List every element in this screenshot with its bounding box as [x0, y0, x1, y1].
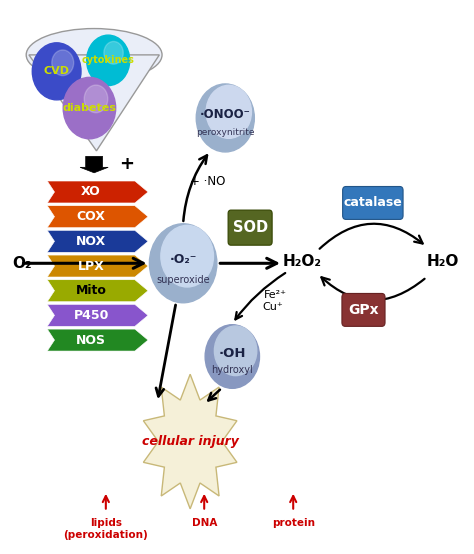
Ellipse shape	[26, 29, 162, 81]
Text: Mito: Mito	[76, 284, 107, 297]
Circle shape	[52, 50, 73, 75]
Text: Cu⁺: Cu⁺	[263, 302, 283, 312]
Polygon shape	[47, 255, 148, 277]
FancyBboxPatch shape	[343, 187, 403, 219]
Text: Fe²⁺: Fe²⁺	[264, 290, 287, 300]
Circle shape	[206, 85, 251, 138]
FancyBboxPatch shape	[228, 210, 272, 245]
Text: ·OH: ·OH	[219, 347, 246, 360]
Circle shape	[63, 78, 116, 139]
Circle shape	[84, 85, 108, 112]
Text: hydroxyl: hydroxyl	[211, 365, 253, 375]
Polygon shape	[80, 156, 108, 173]
Text: cytokines: cytokines	[82, 55, 135, 65]
Text: XO: XO	[81, 186, 101, 198]
Circle shape	[214, 326, 257, 376]
Text: NOS: NOS	[76, 334, 106, 347]
Text: superoxide: superoxide	[156, 275, 210, 285]
Circle shape	[205, 325, 259, 388]
Polygon shape	[143, 375, 237, 509]
Text: H₂O: H₂O	[427, 254, 459, 269]
Text: H₂O₂: H₂O₂	[283, 254, 322, 269]
Polygon shape	[47, 304, 148, 326]
Text: diabetes: diabetes	[63, 103, 117, 113]
Text: peroxynitrite: peroxynitrite	[196, 128, 255, 137]
Text: +: +	[119, 155, 135, 173]
Text: DNA: DNA	[191, 519, 217, 529]
FancyBboxPatch shape	[342, 294, 385, 326]
Text: SOD: SOD	[233, 220, 268, 235]
Text: GPx: GPx	[348, 303, 379, 317]
Text: NOX: NOX	[76, 235, 106, 248]
Polygon shape	[47, 230, 148, 252]
Circle shape	[196, 84, 255, 152]
Text: O₂: O₂	[12, 256, 32, 271]
Text: P450: P450	[73, 309, 109, 322]
Circle shape	[32, 43, 81, 100]
Text: lipids
(peroxidation): lipids (peroxidation)	[64, 519, 148, 540]
Text: CVD: CVD	[44, 66, 70, 76]
Polygon shape	[47, 206, 148, 228]
Text: protein: protein	[272, 519, 315, 529]
Circle shape	[104, 42, 123, 64]
Polygon shape	[47, 181, 148, 203]
Text: ·O₂⁻: ·O₂⁻	[169, 253, 197, 266]
Text: LPX: LPX	[78, 259, 104, 273]
Text: ·ONOO⁻: ·ONOO⁻	[200, 108, 251, 121]
Text: cellular injury: cellular injury	[142, 435, 238, 448]
Polygon shape	[29, 55, 159, 151]
Circle shape	[87, 35, 130, 85]
Circle shape	[161, 225, 213, 287]
Text: COX: COX	[77, 210, 106, 223]
Text: + ·NO: + ·NO	[190, 175, 226, 187]
Polygon shape	[47, 329, 148, 351]
Text: catalase: catalase	[344, 197, 402, 209]
Circle shape	[149, 224, 217, 303]
Polygon shape	[47, 280, 148, 302]
